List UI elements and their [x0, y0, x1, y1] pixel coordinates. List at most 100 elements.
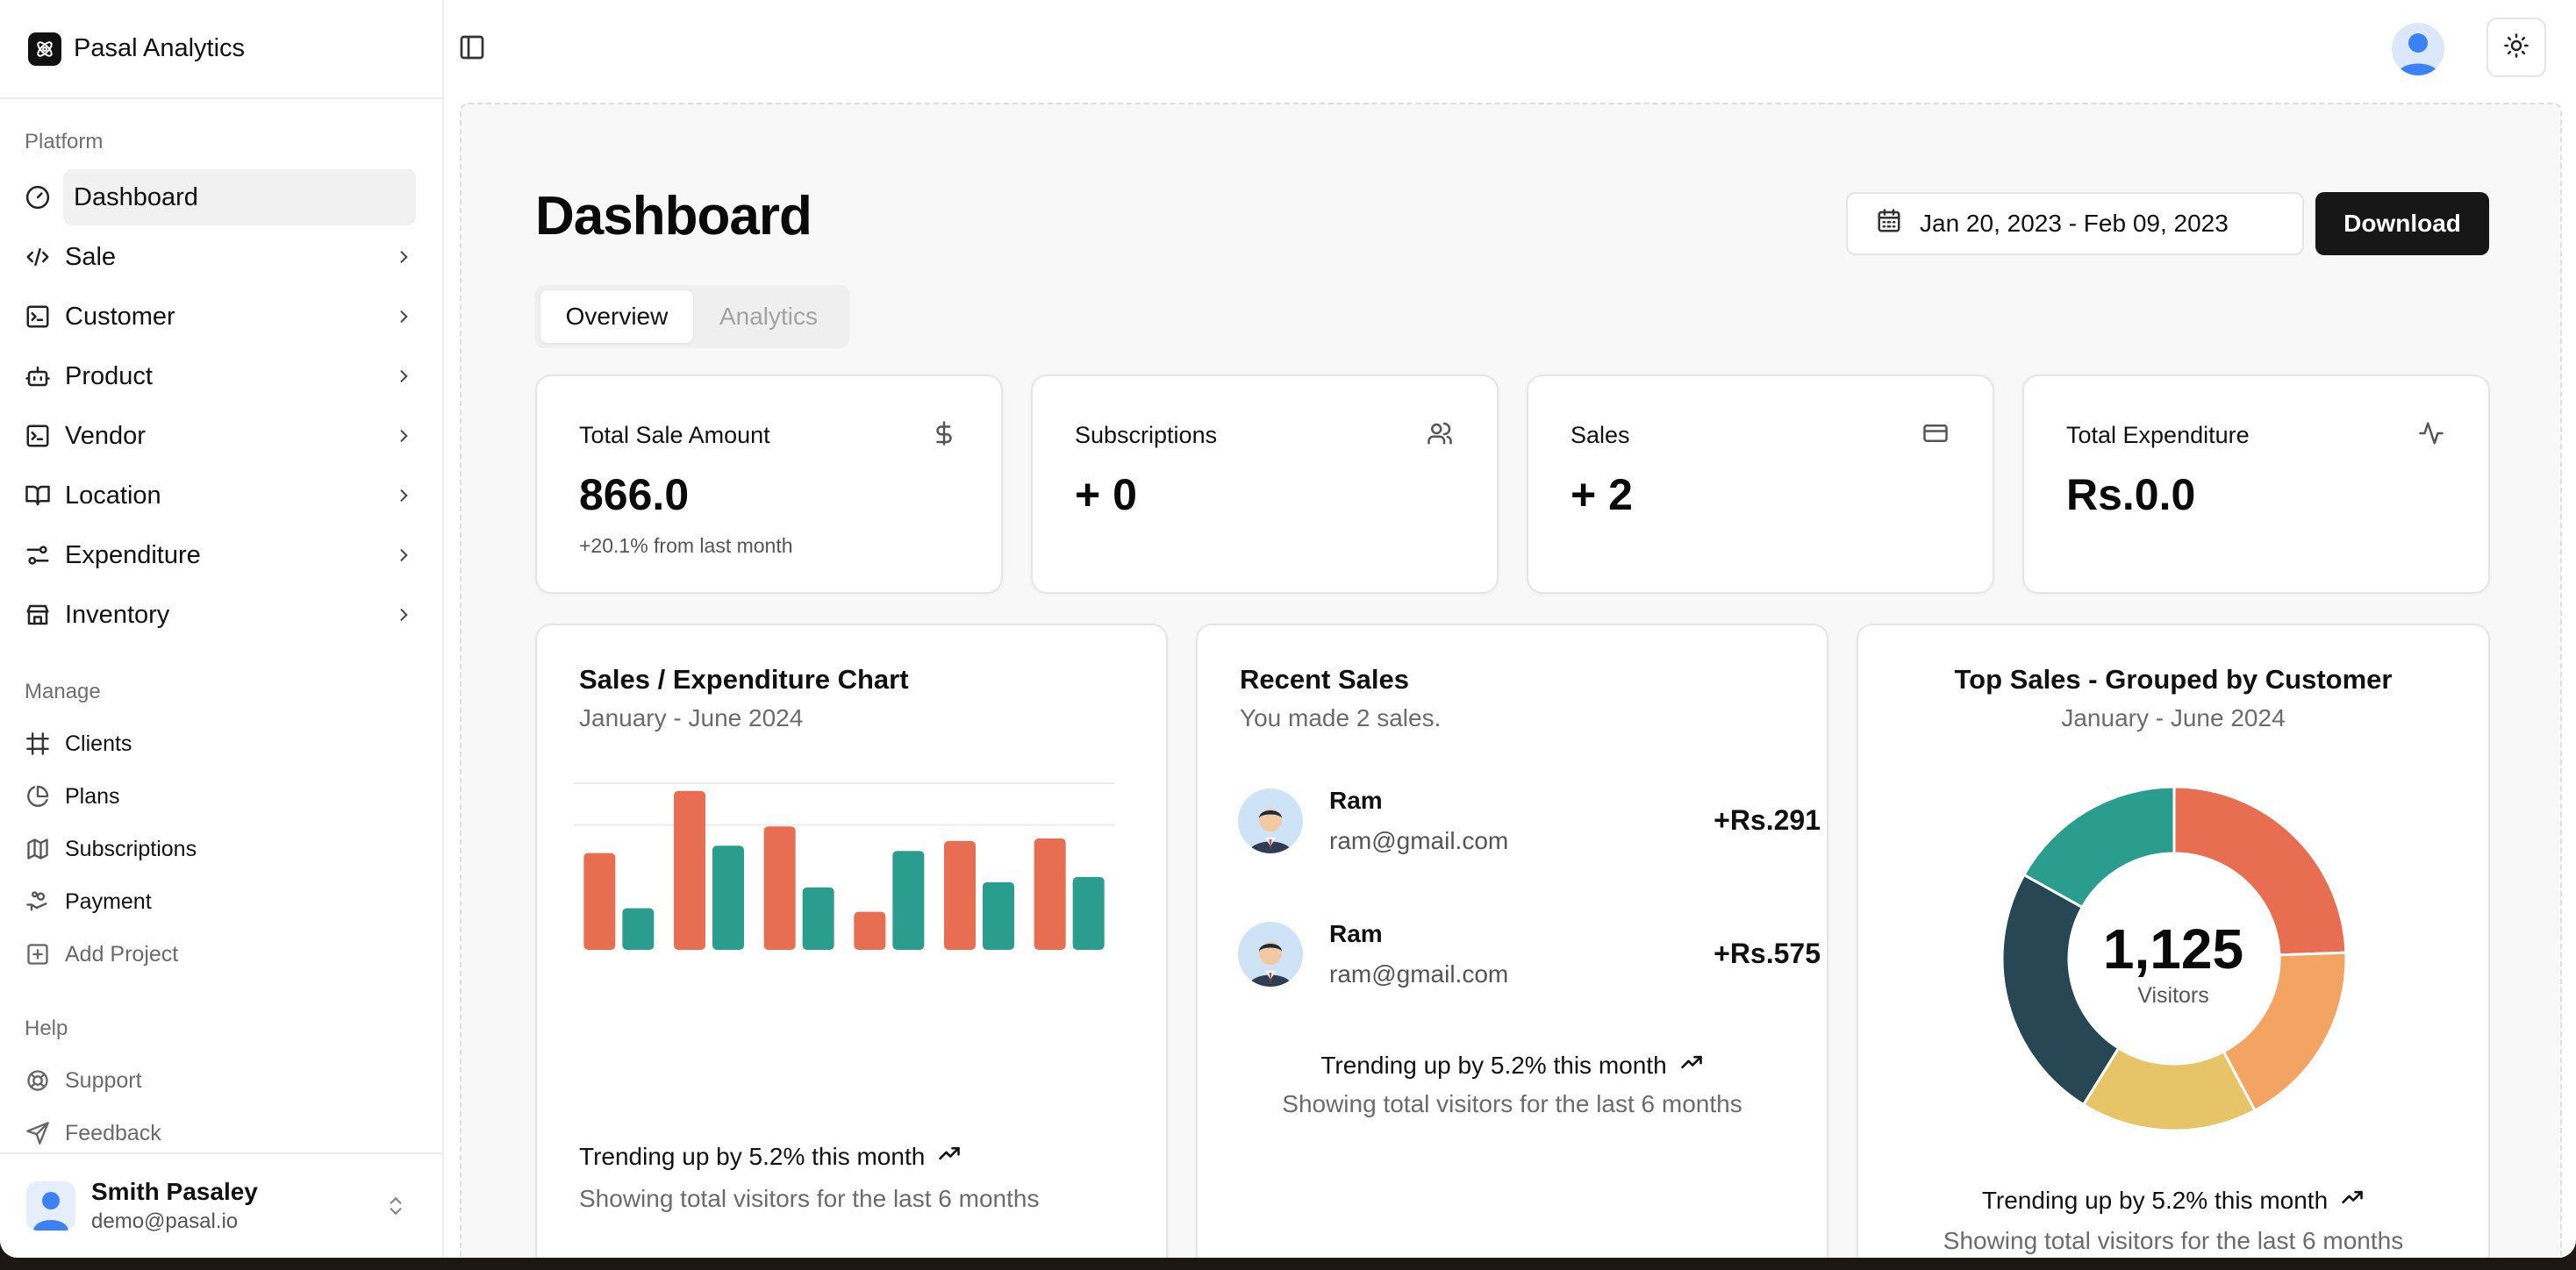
bar-jun-series-1 [1034, 838, 1066, 950]
x-tick-label: Jun [1052, 973, 1087, 976]
bar-apr-series-2 [892, 851, 925, 950]
group-label-manage: Manage [25, 680, 101, 703]
sidebar-item-plans[interactable]: Plans [23, 772, 416, 821]
send-icon [23, 1118, 53, 1148]
sidebar-toggle-icon[interactable] [458, 33, 490, 65]
bot-icon [23, 361, 53, 391]
bar-apr-series-1 [854, 911, 886, 950]
sun-icon [2503, 32, 2529, 63]
sidebar-item-payment[interactable]: Payment [23, 877, 416, 926]
list-item[interactable]: Ram ram@gmail.com +Rs.575 [1238, 915, 1821, 994]
user-name: Smith Pasaley [91, 1178, 258, 1205]
sidebar-item-location[interactable]: Location [23, 467, 416, 524]
tab-overview[interactable]: Overview [540, 290, 693, 343]
sidebar-item-add-project[interactable]: Add Project [23, 930, 416, 979]
donut-slice-4 [2000, 873, 2121, 1107]
chevron-right-icon [391, 483, 416, 508]
sidebar-item-subscriptions[interactable]: Subscriptions [23, 824, 416, 874]
stat-card-subscriptions: Subscriptions + 0 [1031, 375, 1499, 594]
store-icon [23, 600, 53, 630]
sidebar-item-label: Expenditure [65, 540, 201, 569]
customer-avatar [1238, 788, 1303, 853]
sidebar-item-clients[interactable]: Clients [23, 719, 416, 768]
user-menu[interactable]: Smith Pasaley demo@pasal.io [0, 1152, 442, 1258]
trending-up-icon [1679, 1050, 1704, 1081]
brand-logo-icon [28, 32, 61, 66]
sidebar-item-support[interactable]: Support [23, 1056, 416, 1105]
top-sales-donut-chart [2000, 785, 2348, 1132]
stat-card-total-sale: Total Sale Amount 866.0 +20.1% from last… [535, 375, 1003, 594]
stat-title: Subscriptions [1075, 422, 1218, 448]
sidebar-item-dashboard[interactable]: Dashboard [23, 169, 416, 225]
bar-mar-series-2 [802, 887, 834, 950]
trend-sub: Showing total visitors for the last 6 mo… [1943, 1227, 2404, 1254]
donut-center: 1,125 Visitors [1858, 917, 2488, 1009]
calendar-icon [1876, 208, 1902, 240]
trend-label: Trending up by 5.2% this month [1320, 1051, 1667, 1079]
brand[interactable]: Pasal Analytics [0, 0, 442, 99]
bar-feb-series-1 [674, 790, 705, 950]
x-tick-label: May [958, 973, 1000, 976]
stat-change: +20.1% from last month [579, 534, 793, 557]
avatar[interactable] [2392, 23, 2444, 75]
gauge-icon [23, 182, 53, 212]
trend-sub: Showing total visitors for the last 6 mo… [579, 1185, 1040, 1212]
list-item[interactable]: Ram ram@gmail.com +Rs.291 [1238, 781, 1821, 860]
top-sales-card: Top Sales - Grouped by Customer January … [1857, 624, 2490, 1258]
sidebar: Pasal Analytics Platform Dashboard Sale … [0, 0, 444, 1258]
stat-title: Total Sale Amount [579, 422, 770, 448]
customer-avatar [1238, 922, 1303, 987]
sidebar-item-label: Support [65, 1067, 142, 1093]
brand-name: Pasal Analytics [74, 34, 246, 62]
sidebar-item-vendor[interactable]: Vendor [23, 408, 416, 464]
users-icon [1427, 420, 1455, 448]
sale-amount: +Rs.291 [1714, 804, 1821, 836]
sales-expenditure-card: Sales / Expenditure Chart January - June… [535, 624, 1168, 1258]
life-buoy-icon [23, 1066, 53, 1095]
book-open-icon [23, 481, 53, 510]
donut-slice-1 [2172, 785, 2348, 957]
stat-value: Rs.0.0 [2066, 470, 2196, 519]
stat-card-total-expenditure: Total Expenditure Rs.0.0 [2022, 375, 2490, 594]
donut-center-label: Visitors [2137, 983, 2209, 1008]
bar-may-series-1 [944, 840, 976, 950]
sidebar-item-customer[interactable]: Customer [23, 289, 416, 345]
customer-email: ram@gmail.com [1329, 960, 1509, 988]
chevron-right-icon [391, 245, 416, 269]
donut-slice-5 [2021, 785, 2176, 910]
stat-value: + 0 [1075, 470, 1137, 519]
stat-title: Sales [1571, 422, 1630, 448]
date-range-picker[interactable]: Jan 20, 2023 - Feb 09, 2023 [1846, 192, 2304, 255]
download-button[interactable]: Download [2315, 192, 2489, 255]
theme-toggle-button[interactable] [2487, 18, 2546, 77]
sidebar-item-feedback[interactable]: Feedback [23, 1109, 416, 1158]
stat-title: Total Expenditure [2066, 422, 2250, 448]
tab-list: Overview Analytics [535, 285, 849, 348]
trend-text: Trending up by 5.2% this month [1858, 1185, 2488, 1216]
bar-mar-series-1 [763, 826, 796, 950]
topbar [444, 0, 2576, 99]
sliders-icon [23, 540, 53, 570]
sale-amount: +Rs.575 [1714, 938, 1821, 969]
customer-name: Ram [1329, 787, 1383, 814]
tab-analytics[interactable]: Analytics [719, 303, 819, 330]
sidebar-item-inventory[interactable]: Inventory [23, 587, 416, 643]
dollar-icon [931, 420, 959, 448]
sidebar-item-label: Inventory [65, 600, 170, 629]
map-icon [23, 834, 53, 864]
group-label-help: Help [25, 1017, 68, 1040]
trend-label: Trending up by 5.2% this month [579, 1142, 926, 1170]
stat-value: 866.0 [579, 470, 690, 519]
sidebar-item-expenditure[interactable]: Expenditure [23, 527, 416, 583]
sidebar-item-label: Clients [65, 731, 132, 756]
donut-center-value: 1,125 [2102, 917, 2244, 981]
sidebar-item-label: Feedback [65, 1120, 161, 1145]
x-tick-label: Jan [601, 973, 636, 976]
sidebar-item-product[interactable]: Product [23, 348, 416, 404]
user-avatar [26, 1181, 75, 1231]
x-tick-label: Feb [690, 973, 727, 976]
card-title: Top Sales - Grouped by Customer [1954, 664, 2393, 695]
terminal-icon [23, 302, 53, 332]
sidebar-item-sale[interactable]: Sale [23, 229, 416, 285]
